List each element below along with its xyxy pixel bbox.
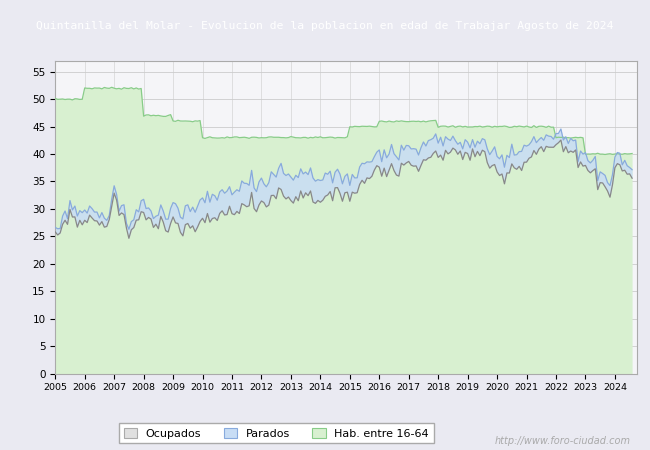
Legend: Ocupados, Parados, Hab. entre 16-64: Ocupados, Parados, Hab. entre 16-64 [119,423,434,443]
Text: http://www.foro-ciudad.com: http://www.foro-ciudad.com [495,436,630,446]
Text: Quintanilla del Molar - Evolucion de la poblacion en edad de Trabajar Agosto de : Quintanilla del Molar - Evolucion de la … [36,21,614,31]
